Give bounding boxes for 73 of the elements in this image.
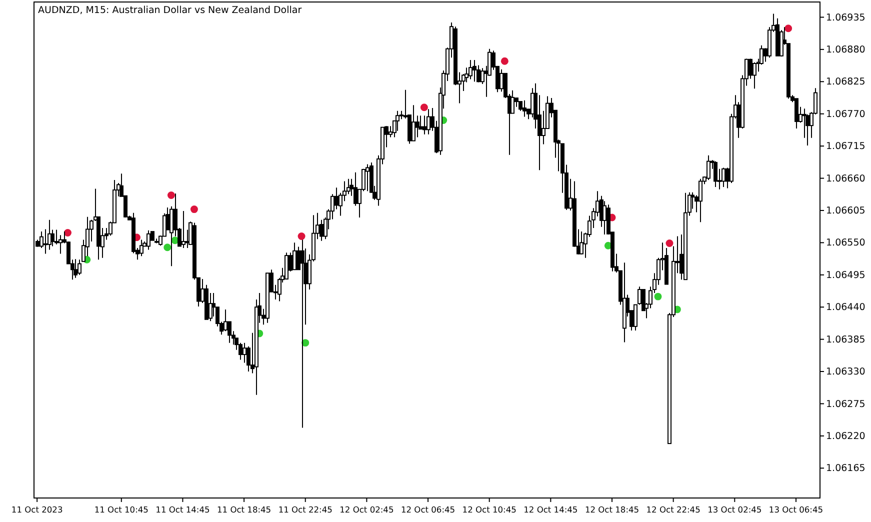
candlestick — [284, 252, 288, 280]
candlestick — [140, 239, 144, 257]
x-tick-label: 13 Oct 02:45 — [708, 504, 762, 514]
candlestick — [54, 229, 58, 245]
y-tick-label: 1.06770 — [826, 108, 866, 120]
x-tick-label: 11 Oct 14:45 — [156, 504, 210, 514]
y-tick-label: 1.06385 — [826, 334, 866, 346]
y-tick-label: 1.06935 — [826, 12, 866, 24]
y-tick-label: 1.06220 — [826, 430, 866, 442]
x-tick-label: 12 Oct 02:45 — [340, 504, 394, 514]
candlestick — [714, 160, 718, 188]
x-tick-label: 12 Oct 22:45 — [646, 504, 700, 514]
point — [64, 228, 72, 236]
candlestick — [416, 115, 420, 138]
candlestick — [690, 192, 694, 210]
candlestick — [50, 229, 54, 247]
candlestick — [300, 239, 304, 428]
candlestick — [580, 231, 584, 255]
x-tick-label: 12 Oct 18:45 — [584, 504, 640, 514]
y-tick-label: 1.06825 — [826, 76, 866, 88]
candlestick — [426, 108, 430, 135]
candlestick — [208, 292, 212, 322]
candlestick — [44, 228, 48, 254]
y-tick-label: 1.06165 — [826, 463, 866, 474]
point — [190, 206, 198, 214]
candlestick — [522, 100, 526, 118]
point — [500, 57, 508, 65]
candlestick — [182, 210, 186, 248]
point — [298, 232, 306, 240]
point — [420, 104, 428, 112]
candlestick — [706, 154, 710, 181]
x-tick-label: 12 Oct 14:45 — [524, 504, 578, 514]
candlestick — [698, 178, 702, 223]
candlestick — [146, 230, 150, 250]
candlestick — [412, 104, 416, 142]
y-tick-label: 1.06330 — [826, 366, 866, 378]
y-tick-label: 1.06495 — [826, 270, 866, 281]
x-tick-label: 11 Oct 2023 — [11, 504, 63, 514]
point — [654, 292, 662, 300]
y-tick-label: 1.06550 — [826, 238, 866, 249]
x-tick-label: 12 Oct 06:45 — [400, 504, 456, 514]
point — [167, 192, 175, 199]
candlestick — [334, 187, 338, 210]
y-tick-label: 1.06275 — [826, 398, 866, 410]
candlestick — [354, 172, 358, 206]
y-tick-label: 1.06660 — [826, 173, 866, 184]
candlestick — [292, 242, 296, 270]
candlestick — [722, 167, 726, 188]
x-tick-label: 11 Oct 18:45 — [216, 504, 272, 514]
point — [784, 24, 792, 32]
x-tick-label: 11 Oct 22:45 — [278, 504, 332, 514]
point — [164, 244, 172, 252]
candlestick — [752, 62, 756, 90]
y-tick-label: 1.06440 — [826, 302, 866, 314]
candlestick — [74, 258, 78, 278]
y-tick-label: 1.06880 — [826, 44, 866, 56]
chart-title: AUDNZD, M15: Australian Dollar vs New Zealand Dollar — [38, 5, 302, 16]
x-tick-label: 11 Oct 10:45 — [94, 504, 148, 514]
candlestick — [396, 110, 400, 132]
candlestick — [242, 342, 246, 364]
y-tick-label: 1.06605 — [826, 206, 866, 217]
candlestick — [468, 59, 472, 80]
x-tick-label: 12 Oct 10:45 — [462, 504, 516, 514]
candlestick — [224, 308, 228, 332]
point — [666, 240, 674, 247]
candlestick — [422, 115, 426, 135]
y-tick-label: 1.06715 — [826, 141, 866, 152]
candlestick — [472, 59, 476, 82]
candlestick — [602, 200, 606, 235]
candlestick — [366, 164, 370, 192]
candlestick — [510, 90, 514, 114]
candlestick — [794, 98, 798, 129]
x-tick-label: 13 Oct 06:45 — [768, 504, 824, 514]
